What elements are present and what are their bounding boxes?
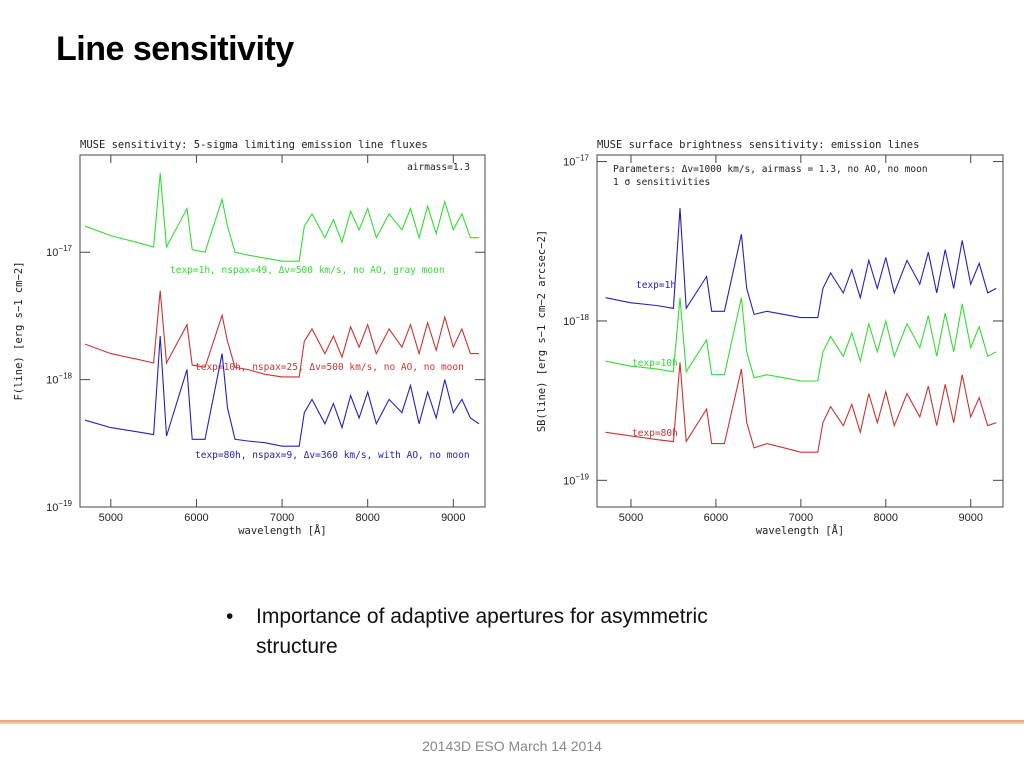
series-line (605, 362, 997, 453)
y-tick-label: 10−17 (563, 154, 589, 169)
x-tick-label: 5000 (99, 512, 123, 524)
x-tick-label: 8000 (874, 512, 898, 524)
bullet-list: • Importance of adaptive apertures for a… (226, 602, 786, 662)
series-label: texp=1h, nspax=49, Δv=500 km/s, no AO, g… (170, 265, 445, 276)
x-axis-label: wavelength [Å] (756, 524, 845, 537)
series-line (605, 297, 997, 382)
x-tick-label: 7000 (270, 512, 294, 524)
y-axis-label: F(line) [erg s−1 cm−2] (13, 261, 25, 400)
footer: 20143D ESO March 14 2014 (422, 738, 602, 754)
x-axis-label: wavelength [Å] (238, 524, 327, 537)
y-tick-label: 10−18 (563, 313, 589, 328)
series-label: texp=10h (632, 358, 678, 369)
series-line (84, 172, 479, 262)
x-tick-label: 7000 (789, 512, 813, 524)
y-tick-label: 10−18 (46, 372, 72, 387)
x-tick-label: 5000 (619, 512, 643, 524)
series-line (605, 208, 997, 319)
x-tick-label: 8000 (355, 512, 379, 524)
x-tick-label: 9000 (441, 512, 465, 524)
chart-title: MUSE surface brightness sensitivity: emi… (597, 139, 919, 151)
bullet-text: Importance of adaptive apertures for asy… (256, 605, 708, 658)
annotation: airmass=1.3 (407, 162, 470, 173)
annotation: 1 σ sensitivities (613, 177, 710, 188)
x-tick-label: 6000 (704, 512, 728, 524)
y-tick-label: 10−19 (46, 499, 72, 514)
slide-title: Line sensitivity (56, 30, 294, 68)
footer-rule (0, 720, 1024, 724)
annotation: Parameters: Δv=1000 km/s, airmass = 1.3,… (613, 164, 928, 175)
plot-frame (596, 154, 1004, 508)
series-label: texp=10h, nspax=25, Δv=500 km/s, no AO, … (195, 362, 464, 373)
x-tick-label: 9000 (958, 512, 982, 524)
series-line (84, 290, 479, 378)
y-tick-label: 10−19 (563, 472, 589, 487)
chart-title: MUSE sensitivity: 5-sigma limiting emiss… (80, 139, 428, 151)
series-line (84, 335, 480, 447)
charts: MUSE sensitivity: 5-sigma limiting emiss… (13, 139, 1004, 537)
series-label: texp=80h, nspax=9, Δv=360 km/s, with AO,… (195, 450, 470, 461)
y-tick-label: 10−17 (46, 244, 72, 259)
x-tick-label: 6000 (184, 512, 208, 524)
plot-frame (79, 154, 486, 508)
bullet-dot: • (226, 605, 234, 628)
series-label: texp=80h (632, 428, 678, 439)
series-label: texp=1h (636, 280, 676, 291)
y-axis-label: SB(line) [erg s−1 cm−2 arcsec−2] (536, 230, 548, 432)
